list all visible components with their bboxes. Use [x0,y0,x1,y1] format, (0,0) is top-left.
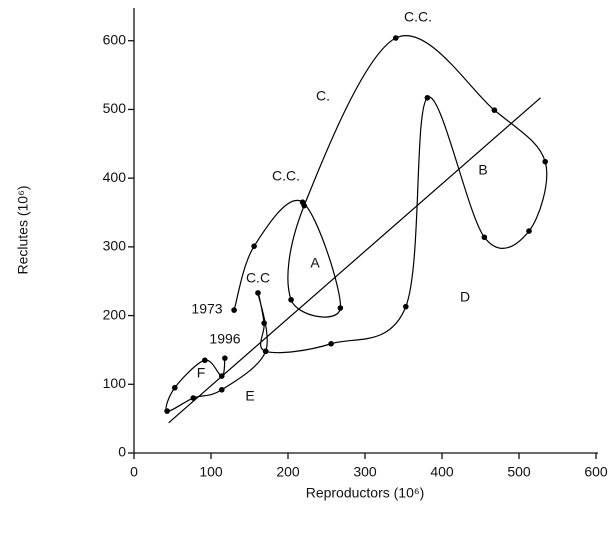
point [262,348,269,355]
point [255,290,261,296]
annotation: A [310,255,320,271]
point [526,228,532,234]
point [261,320,267,326]
point [491,107,498,113]
x-tick-label: 300 [353,464,377,480]
point [218,373,225,379]
point [251,243,257,249]
annotation: F [197,365,206,381]
trajectory [165,35,548,412]
point [164,408,170,414]
annotation: 1973 [191,301,222,317]
point [301,202,307,209]
point [231,307,237,313]
point [481,234,488,241]
point [218,386,225,393]
annotation: D [460,289,470,305]
point [542,158,548,165]
y-axis-label: Reclutes (10⁶) [15,185,31,274]
y-tick-label: 200 [103,306,127,322]
point [424,94,431,101]
x-tick-label: 200 [276,464,300,480]
point [337,305,344,311]
x-axis-label: Reproductors (10⁶) [306,485,425,501]
y-tick-label: 100 [103,375,127,391]
point [393,35,399,41]
annotation: C. [316,88,330,104]
point [403,303,409,310]
x-tick-label: 0 [130,464,138,480]
y-tick-label: 300 [103,238,127,254]
annotation: B [478,162,487,178]
x-tick-label: 500 [507,464,531,480]
annotation: 1996 [209,331,240,347]
annotation: C.C. [272,168,300,184]
point [190,395,197,401]
point [172,384,178,391]
annotation: C.C. [404,9,432,25]
point [202,357,208,364]
y-tick-label: 600 [103,31,127,47]
y-tick-label: 400 [103,169,127,185]
point [328,340,334,347]
annotation: E [245,388,254,404]
x-tick-label: 600 [584,464,608,480]
fit-line [168,97,541,424]
x-tick-label: 100 [199,464,223,480]
annotation: C.C [246,270,270,286]
point [222,355,228,361]
y-tick-label: 0 [118,444,126,460]
y-tick-label: 500 [103,100,127,116]
point [288,296,294,303]
x-tick-label: 400 [430,464,454,480]
